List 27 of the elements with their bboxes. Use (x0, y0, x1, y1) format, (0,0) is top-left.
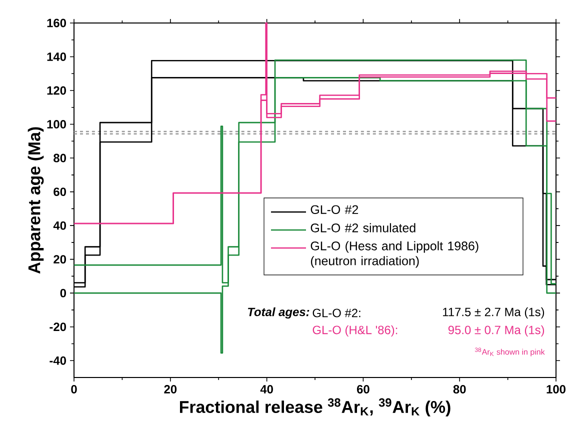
legend-label: GL-O (Hess and Lippolt 1986) (neutron irradiation) (310, 241, 478, 268)
x-tick-label: 0 (71, 385, 77, 394)
x-tick-label: 60 (357, 385, 370, 394)
y-tick-label: 40 (53, 221, 66, 230)
y-axis-title: Apparent age (Ma) (28, 127, 44, 274)
x-tick-label: 80 (453, 385, 466, 394)
annotation: 95.0 ± 0.7 Ma (1s) (448, 325, 544, 337)
annotation: Total ages: (248, 307, 310, 319)
y-tick-label: 0 (60, 288, 66, 298)
y-tick-label: -40 (50, 356, 66, 365)
x-tick-label: 40 (260, 385, 273, 394)
y-tick-label: -20 (50, 322, 66, 332)
legend-label: GL-O #2 (310, 205, 358, 214)
y-tick-label: 20 (54, 255, 66, 264)
legend-label: GL-O #2 simulated (310, 223, 416, 232)
y-tick-label: 120 (47, 86, 66, 95)
x-tick-label: 20 (164, 385, 177, 394)
y-tick-label: 140 (47, 52, 66, 61)
annotation: GL-O #2: (312, 308, 360, 318)
annotation: GL-O (H&L '86): (312, 325, 398, 337)
y-tick-label: 100 (47, 120, 66, 128)
y-tick-label: 80 (54, 154, 66, 162)
annotation: 117.5 ± 2.7 Ma (1s) (443, 307, 544, 319)
x-tick-label: 100 (546, 385, 566, 394)
y-tick-label: 160 (47, 18, 66, 28)
y-tick-label: 60 (54, 188, 66, 196)
text: Fractional release $^{38}$Ar$_{K}$, $^{39}$Ar$_{K}$ (%) (180, 398, 450, 416)
